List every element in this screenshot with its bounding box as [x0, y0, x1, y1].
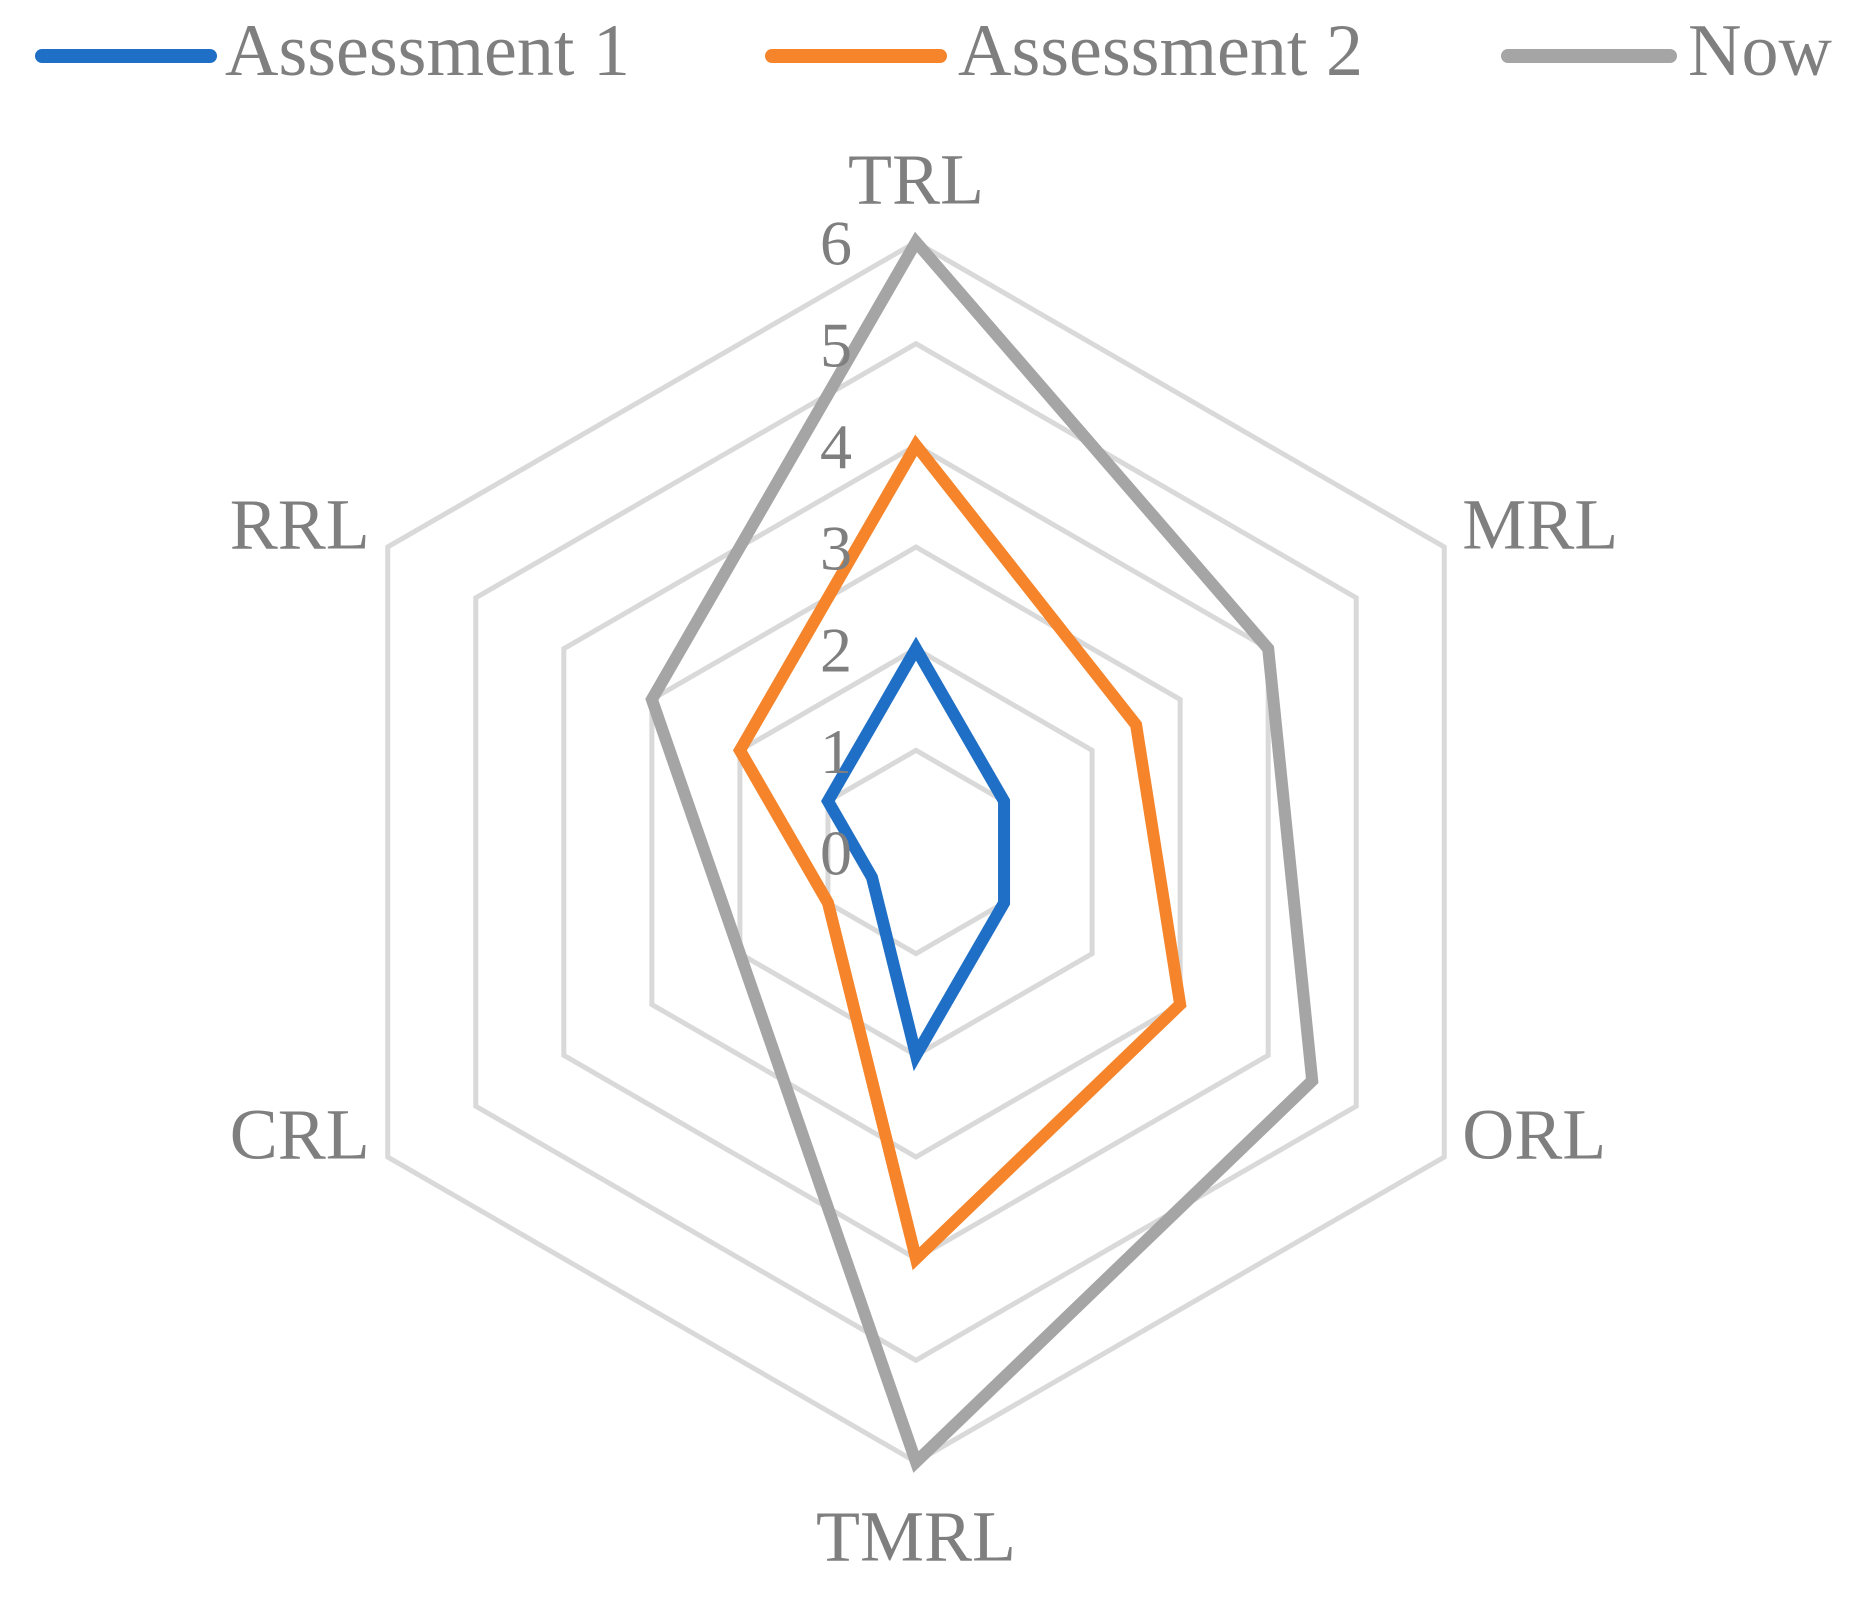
category-label: ORL — [1462, 1095, 1606, 1175]
tick-label: 4 — [820, 411, 852, 482]
tick-label: 6 — [820, 208, 852, 279]
tick-label: 3 — [820, 513, 852, 584]
series-line — [732, 434, 1187, 1271]
series-line — [821, 636, 1011, 1072]
legend-label: Assessment 2 — [958, 10, 1363, 92]
category-label: TMRL — [816, 1497, 1016, 1577]
category-label: RRL — [230, 485, 370, 565]
series-line — [645, 231, 1319, 1473]
category-label: CRL — [230, 1095, 370, 1175]
grid-ring — [473, 340, 1359, 1364]
tick-label: 2 — [820, 614, 852, 685]
category-label: MRL — [1462, 485, 1618, 565]
tick-label: 5 — [820, 309, 852, 380]
tick-label: 1 — [820, 716, 852, 787]
legend-label: Now — [1688, 10, 1832, 92]
grid-ring — [561, 442, 1271, 1262]
legend-label: Assessment 1 — [225, 10, 630, 92]
category-label: TRL — [848, 140, 984, 220]
tick-label: 0 — [820, 818, 852, 889]
